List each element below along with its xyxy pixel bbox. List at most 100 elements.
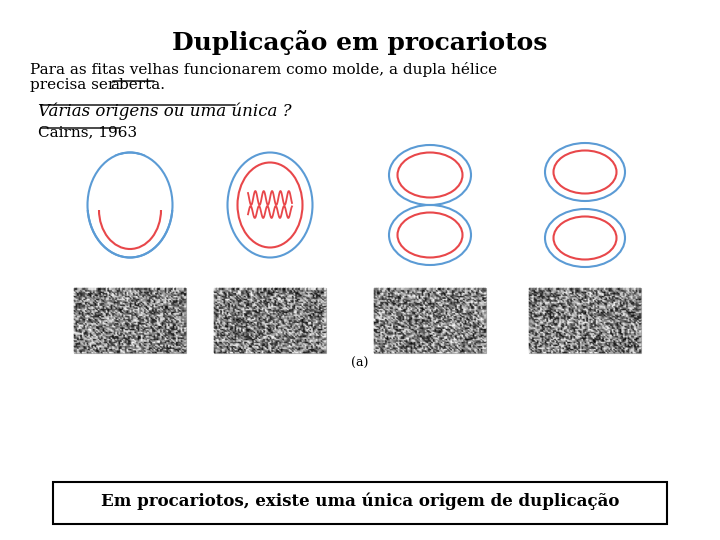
Point — [308, 310, 320, 319]
Point — [287, 291, 299, 299]
Point — [235, 341, 246, 349]
Point — [163, 305, 175, 313]
Point — [91, 296, 103, 305]
Point — [291, 341, 302, 349]
Point — [81, 333, 92, 342]
Point — [414, 322, 426, 330]
Point — [577, 341, 588, 349]
Point — [398, 306, 410, 315]
Point — [230, 293, 241, 302]
Point — [313, 335, 325, 343]
Point — [98, 312, 109, 321]
Point — [534, 332, 545, 341]
Point — [299, 315, 310, 323]
Point — [556, 332, 567, 341]
Point — [256, 333, 267, 342]
Point — [286, 316, 297, 325]
Point — [78, 333, 90, 342]
Point — [472, 299, 483, 308]
Point — [227, 293, 238, 302]
Point — [212, 330, 224, 339]
Point — [117, 310, 129, 319]
Point — [132, 285, 143, 293]
Point — [291, 328, 302, 336]
Point — [544, 345, 555, 354]
Point — [299, 319, 310, 328]
Point — [603, 285, 614, 293]
Point — [585, 346, 596, 355]
Point — [377, 298, 389, 306]
Point — [401, 298, 413, 306]
Point — [303, 309, 315, 318]
Point — [176, 329, 188, 338]
Point — [546, 306, 558, 315]
Point — [82, 293, 94, 302]
Point — [435, 318, 446, 326]
Point — [310, 308, 321, 316]
Point — [133, 289, 145, 298]
Point — [633, 298, 644, 306]
Point — [258, 291, 270, 299]
Point — [211, 326, 222, 335]
Point — [564, 296, 575, 305]
Point — [580, 318, 592, 326]
Point — [569, 315, 580, 323]
Point — [590, 333, 601, 342]
Point — [578, 309, 590, 318]
Point — [98, 323, 109, 332]
Point — [85, 305, 96, 313]
Point — [388, 333, 400, 342]
Point — [120, 302, 132, 310]
Point — [476, 319, 487, 328]
Point — [544, 336, 555, 345]
Point — [439, 336, 451, 345]
Point — [562, 326, 574, 335]
Point — [87, 332, 99, 341]
Point — [96, 303, 108, 312]
Point — [152, 341, 163, 349]
Point — [608, 302, 620, 310]
Point — [436, 293, 448, 302]
Point — [586, 318, 598, 326]
Point — [625, 333, 636, 342]
Point — [623, 298, 634, 306]
Point — [210, 325, 221, 333]
Point — [422, 342, 433, 350]
Point — [578, 302, 590, 310]
Point — [400, 342, 411, 350]
Point — [612, 348, 624, 356]
Point — [558, 302, 570, 310]
Point — [536, 303, 547, 312]
Point — [556, 299, 567, 308]
Point — [564, 346, 575, 355]
Point — [111, 305, 122, 313]
Point — [98, 336, 109, 345]
Point — [240, 292, 251, 300]
Point — [211, 346, 222, 355]
Point — [418, 300, 430, 309]
Point — [84, 315, 95, 323]
Point — [225, 299, 237, 308]
Point — [446, 315, 457, 323]
Point — [603, 316, 614, 325]
Point — [617, 323, 629, 332]
Point — [577, 315, 588, 323]
Point — [316, 333, 328, 342]
Point — [588, 289, 600, 298]
Point — [227, 310, 238, 319]
Point — [536, 306, 547, 315]
Point — [452, 310, 464, 319]
Point — [405, 318, 416, 326]
Point — [238, 326, 249, 335]
Point — [536, 316, 547, 325]
Point — [141, 316, 153, 325]
Point — [125, 319, 137, 328]
Point — [168, 303, 179, 312]
Point — [171, 309, 183, 318]
Point — [224, 306, 235, 315]
Point — [91, 312, 103, 321]
Point — [548, 305, 559, 313]
Point — [168, 313, 179, 322]
Point — [179, 313, 191, 322]
Point — [595, 329, 606, 338]
